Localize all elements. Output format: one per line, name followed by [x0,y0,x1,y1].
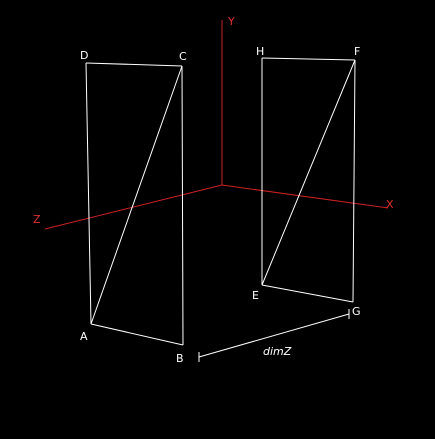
edge-b-a [90,323,184,346]
vertex-label-a: A [80,330,88,343]
x-axis-label: X [386,198,394,211]
axis-labels: Y X Z [33,15,394,226]
z-axis-line [44,184,223,230]
dimension-z [198,309,350,362]
edge-f-g [352,59,356,303]
edge-h-f [261,57,356,61]
vertex-label-h: H [256,45,264,58]
edge-g-e [261,284,354,303]
edge-c-b [181,65,184,346]
x-axis-line [221,184,389,209]
edge-a-d [85,62,92,325]
vertex-label-g: G [352,305,361,318]
vertex-label-d: D [80,49,88,62]
dimension-line [198,313,350,358]
z-axis-label: Z [33,213,41,226]
axes [44,20,389,230]
dimension-label: dimZ [263,345,292,358]
vertex-label-c: C [179,50,187,63]
edge-e-f-diagonal [261,59,356,286]
vertex-label-b: B [176,352,184,365]
edge-a-c-diagonal [90,65,183,325]
edge-d-c [85,62,183,67]
vertex-label-e: E [252,289,259,302]
vertex-label-f: F [354,45,360,58]
face-abcd [85,62,184,346]
vertex-labels: D C A B H F E G [80,45,361,365]
face-efgh [261,57,356,303]
y-axis-label: Y [227,15,235,28]
